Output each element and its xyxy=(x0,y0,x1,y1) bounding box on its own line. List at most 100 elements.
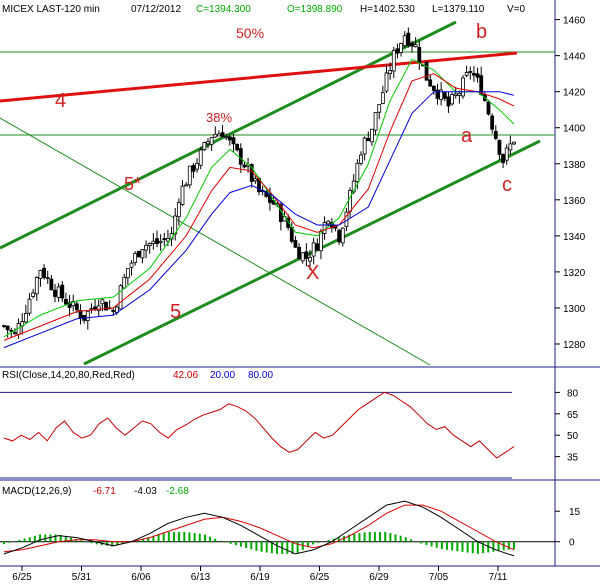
candle-body xyxy=(13,332,17,335)
candle-body xyxy=(424,61,429,81)
moving-average-red xyxy=(3,73,515,341)
candle-body xyxy=(173,215,178,235)
candle-body xyxy=(497,139,502,155)
rsi-high-value: 80.00 xyxy=(248,370,273,381)
candle-body xyxy=(71,300,76,307)
candle-body xyxy=(322,222,327,234)
fib-50-label: 50% xyxy=(236,25,264,41)
candle-body xyxy=(235,143,240,151)
wave-b-label: b xyxy=(476,21,487,43)
candle-body xyxy=(464,72,469,76)
date-tick-label: 5/31 xyxy=(72,572,92,583)
candle-body xyxy=(180,185,185,205)
macd-main-line xyxy=(3,500,515,557)
rsi-tick-label: 80 xyxy=(567,388,579,399)
rsi-tick-label: 50 xyxy=(567,431,579,442)
candle-body xyxy=(27,298,32,314)
macd-signal-line xyxy=(3,504,515,553)
candle-body xyxy=(442,92,447,99)
macd-tick-label: 15 xyxy=(569,507,581,518)
candle-body xyxy=(450,94,454,105)
candle-body xyxy=(151,240,156,244)
candle-body xyxy=(100,299,105,305)
date-axis-ticks: 6/25 5/31 6/06 6/13 6/19 6/25 6/29 7/05 7/11 xyxy=(12,566,508,583)
candle-body xyxy=(5,325,10,331)
candle-body xyxy=(209,136,214,145)
date-tick-label: 7/05 xyxy=(429,572,449,583)
candle-body xyxy=(340,227,345,244)
candle-body xyxy=(74,303,79,311)
wave-4-label: 4 xyxy=(55,90,66,112)
rsi-title: RSI(Close,14,20,80,Red,Red) xyxy=(2,370,135,381)
candle-body xyxy=(53,289,57,297)
candle-body xyxy=(111,309,116,313)
rsi-low-value: 20.00 xyxy=(210,370,235,381)
header-open: O=1398.890 xyxy=(287,4,343,15)
date-tick-label: 7/11 xyxy=(489,572,508,583)
candle-body xyxy=(162,238,167,241)
candle-body xyxy=(366,137,371,142)
candle-body xyxy=(42,267,46,278)
candle-body xyxy=(380,92,385,104)
candle-body xyxy=(64,299,68,305)
candle-body xyxy=(166,238,170,242)
candle-body xyxy=(377,104,382,113)
candle-body xyxy=(9,329,14,332)
candle-body xyxy=(461,77,465,97)
candle-body xyxy=(388,70,393,74)
candle-body xyxy=(406,32,411,46)
candle-body xyxy=(504,147,509,161)
header-symbol: MICEX LAST-120 min xyxy=(2,4,100,15)
candle-body xyxy=(227,136,232,141)
moving-average-blue xyxy=(3,91,515,349)
candle-body xyxy=(144,244,148,251)
header-volume: V=0 xyxy=(507,4,526,15)
price-horizontal-levels xyxy=(0,51,555,136)
rsi-last-value: 42.06 xyxy=(173,370,198,381)
header-high: H=1402.530 xyxy=(360,4,415,15)
candle-body xyxy=(410,42,414,47)
candle-body xyxy=(191,164,196,172)
candle-body xyxy=(351,180,356,193)
candle-body xyxy=(391,49,396,72)
price-tick-label: 1360 xyxy=(563,196,586,207)
candle-body xyxy=(399,43,403,53)
candle-body xyxy=(472,72,476,76)
candle-body xyxy=(413,44,418,48)
candle-body xyxy=(155,238,159,245)
price-tick-label: 1320 xyxy=(563,268,586,279)
candle-body xyxy=(253,178,258,182)
candle-body xyxy=(78,310,83,319)
price-tick-label: 1280 xyxy=(563,340,586,351)
date-tick-label: 6/29 xyxy=(369,572,389,583)
candle-body xyxy=(31,292,36,297)
candle-body xyxy=(468,71,473,73)
header-close: C=1394.300 xyxy=(196,4,251,15)
candle-body xyxy=(304,251,309,259)
fib-38-label: 38% xyxy=(206,110,232,125)
candle-body xyxy=(395,48,400,54)
candle-body xyxy=(402,35,407,47)
candle-body xyxy=(198,149,203,166)
candle-body xyxy=(384,72,389,92)
candle-body xyxy=(319,231,323,252)
candle-body xyxy=(45,277,50,280)
candle-body xyxy=(67,302,72,309)
candle-body xyxy=(486,101,491,115)
moving-averages xyxy=(3,58,515,349)
rsi-series-line xyxy=(3,391,515,459)
candle-body xyxy=(49,278,54,291)
candle-body xyxy=(508,143,513,151)
candle-body xyxy=(118,285,123,310)
candle-body xyxy=(493,130,498,139)
candle-body xyxy=(490,115,495,130)
candle-body xyxy=(297,246,301,260)
price-tick-label: 1420 xyxy=(563,88,586,99)
candle-body xyxy=(453,93,458,97)
price-axis-ticks: 1280 1300 1320 1340 1360 1380 1400 1420 1440 1460 xyxy=(555,16,586,351)
upper-channel-line xyxy=(0,20,457,250)
candle-body xyxy=(176,202,181,218)
candle-body xyxy=(60,284,65,299)
macd-value: -6.71 xyxy=(93,486,116,497)
thin-downtrend-line xyxy=(0,117,431,366)
